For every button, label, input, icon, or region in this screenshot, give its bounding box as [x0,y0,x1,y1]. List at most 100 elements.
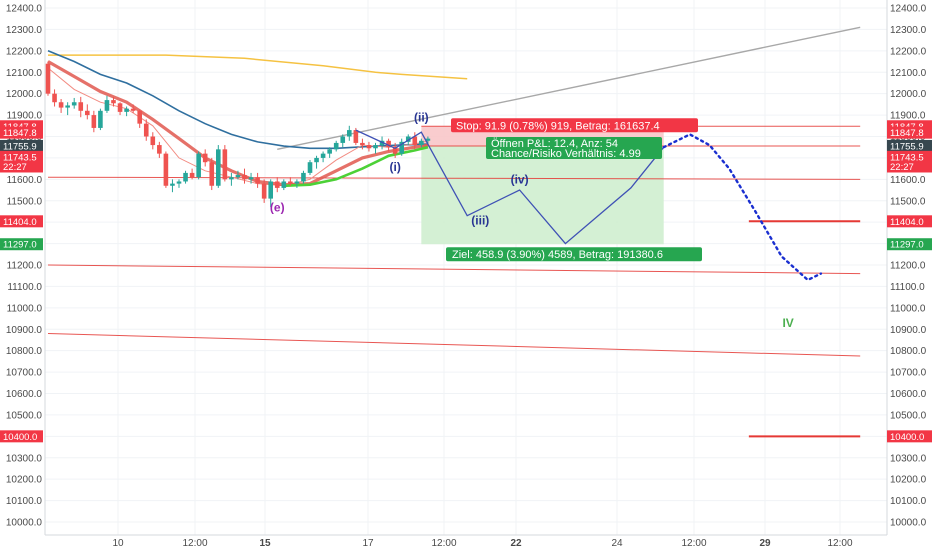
candlesticks [45,61,431,208]
y-tick-label-left: 10000.0 [6,518,43,529]
price-badge-right [887,126,932,139]
candle-body [216,149,221,186]
candle-body [235,175,241,178]
y-tick-label-left: 11900.0 [7,111,43,122]
y-tick-label-left: 12000.0 [6,89,43,100]
x-tick-label: 15 [259,538,271,549]
candle-body [419,140,424,146]
price-badge-left [0,139,43,152]
candle-body [78,102,84,111]
candle-body [405,136,411,142]
y-tick-label-left: 11100.0 [7,282,42,293]
wave-label: (iv) [511,173,529,187]
candle-body [157,145,162,154]
y-tick-label-left: 11200.0 [7,261,43,272]
y-tick-label-right: 10000.0 [890,518,927,529]
candle-body [360,142,365,146]
candle-body [183,172,188,182]
y-tick-label-right: 10200.0 [890,475,927,486]
wave-line [355,129,665,245]
price-badge-text-left: 10400.0 [3,432,37,443]
y-tick-label-left: 11000.0 [7,303,43,314]
candle-body [130,108,136,111]
target-label-bg [446,247,702,262]
ma-yellow [48,54,468,80]
candle-body [399,141,404,154]
y-tick-label-left: 10600.0 [6,389,43,400]
candle-body [248,177,254,180]
candle-body [209,162,215,186]
y-tick-label-right: 12000.0 [890,89,927,100]
candle-body [189,172,195,178]
candle-body [45,63,51,94]
x-tick-label: 12:00 [182,538,207,549]
candle-body [124,108,129,112]
candle-body [242,175,247,180]
y-tick-label-right: 10100.0 [890,496,927,507]
candle-body [65,105,70,108]
price-badge-left [0,430,43,443]
grid [45,0,887,535]
candle-body [347,130,352,137]
price-badge-text-right: 11755.9 [890,141,924,152]
wave-label: IV [782,316,793,330]
price-badge-left [0,150,43,163]
projection-dotted-line [662,133,823,282]
wave-label: (iii) [471,213,489,227]
gray-trend-line [277,26,861,151]
candle-body [386,140,391,148]
price-badge-right [887,139,932,152]
y-tick-label-right: 12100.0 [890,68,927,79]
y-tick-label-right: 11900.0 [890,111,926,122]
trend-line [277,26,861,151]
candle-body [307,162,313,173]
candle-body [425,138,431,141]
wave-label: (e) [270,200,285,214]
candle-body [98,110,103,128]
price-badge-right [887,160,932,173]
y-tick-label-left: 10100.0 [6,496,43,507]
candle-body [366,145,372,149]
y-tick-label-right: 10800.0 [890,346,927,357]
target-label: Ziel: 458.9 (3.90%) 4589, Betrag: 191380… [452,249,663,261]
y-tick-label-right: 11100.0 [890,282,925,293]
pl-label-bg [486,136,662,159]
candle-body [314,157,319,163]
y-tick-label-left: 10700.0 [6,368,43,379]
price-badge-text-left: 11404.0 [3,217,37,228]
y-tick-label-left: 12100.0 [6,68,43,79]
price-badge-text-left: 22:27 [3,162,27,173]
price-badge-text-left: 11755.9 [3,141,37,152]
candle-body [104,100,110,111]
x-tick-label: 12:00 [431,538,456,549]
y-tick-label-right: 10500.0 [890,410,927,421]
candle-body [288,181,293,184]
y-tick-label-right: 10700.0 [890,368,927,379]
candle-body [170,183,175,186]
y-tick-label-left: 10800.0 [6,346,43,357]
candle-body [91,115,97,128]
price-badge-text-left: 11297.0 [3,240,37,251]
price-badge-left [0,238,43,251]
price-badge-text-right: 11297.0 [890,240,924,251]
y-tick-label-right: 11200.0 [890,261,926,272]
plot-area [45,0,887,535]
price-badge-text-right: 11404.0 [890,217,924,228]
x-tick-label: 12:00 [827,538,852,549]
ma-green [283,145,429,188]
y-tick-label-right: 11500.0 [890,196,926,207]
candle-body [176,181,182,184]
candle-body [111,100,116,104]
price-badge-text-right: 11847.8 [890,128,924,139]
price-badge-left [0,160,43,173]
candle-body [202,153,208,163]
price-badge-text-right: 11743.5 [890,152,924,163]
target-box [421,145,664,245]
y-tick-label-right: 10300.0 [890,453,927,464]
candle-body [327,149,332,154]
y-tick-label-left: 12200.0 [6,46,43,57]
x-tick-label: 12:00 [681,538,706,549]
candle-body [301,172,306,182]
price-badge-text-left: 11743.5 [3,152,37,163]
